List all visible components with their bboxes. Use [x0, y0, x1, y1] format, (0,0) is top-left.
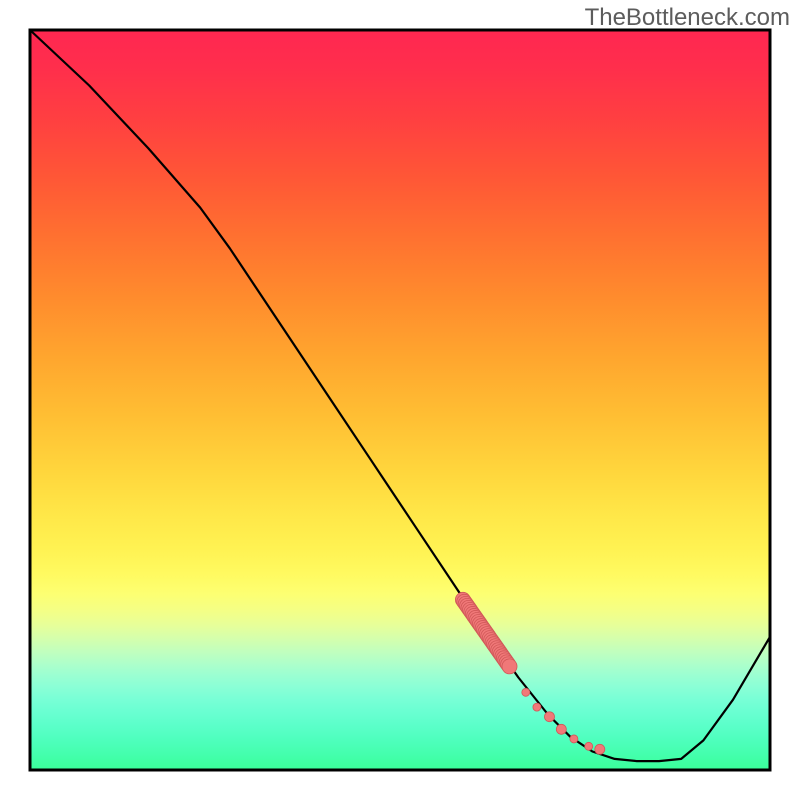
chart-container: TheBottleneck.com: [0, 0, 800, 800]
watermark-text: TheBottleneck.com: [585, 4, 790, 32]
marker-dot: [556, 724, 566, 734]
marker-dot: [544, 712, 554, 722]
marker-dot: [595, 744, 605, 754]
marker-dot: [570, 735, 578, 743]
marker-dot: [533, 703, 541, 711]
marker-dot: [585, 742, 593, 750]
marker-dot: [522, 688, 530, 696]
chart-svg: [0, 0, 800, 800]
marker-dot: [502, 659, 517, 674]
